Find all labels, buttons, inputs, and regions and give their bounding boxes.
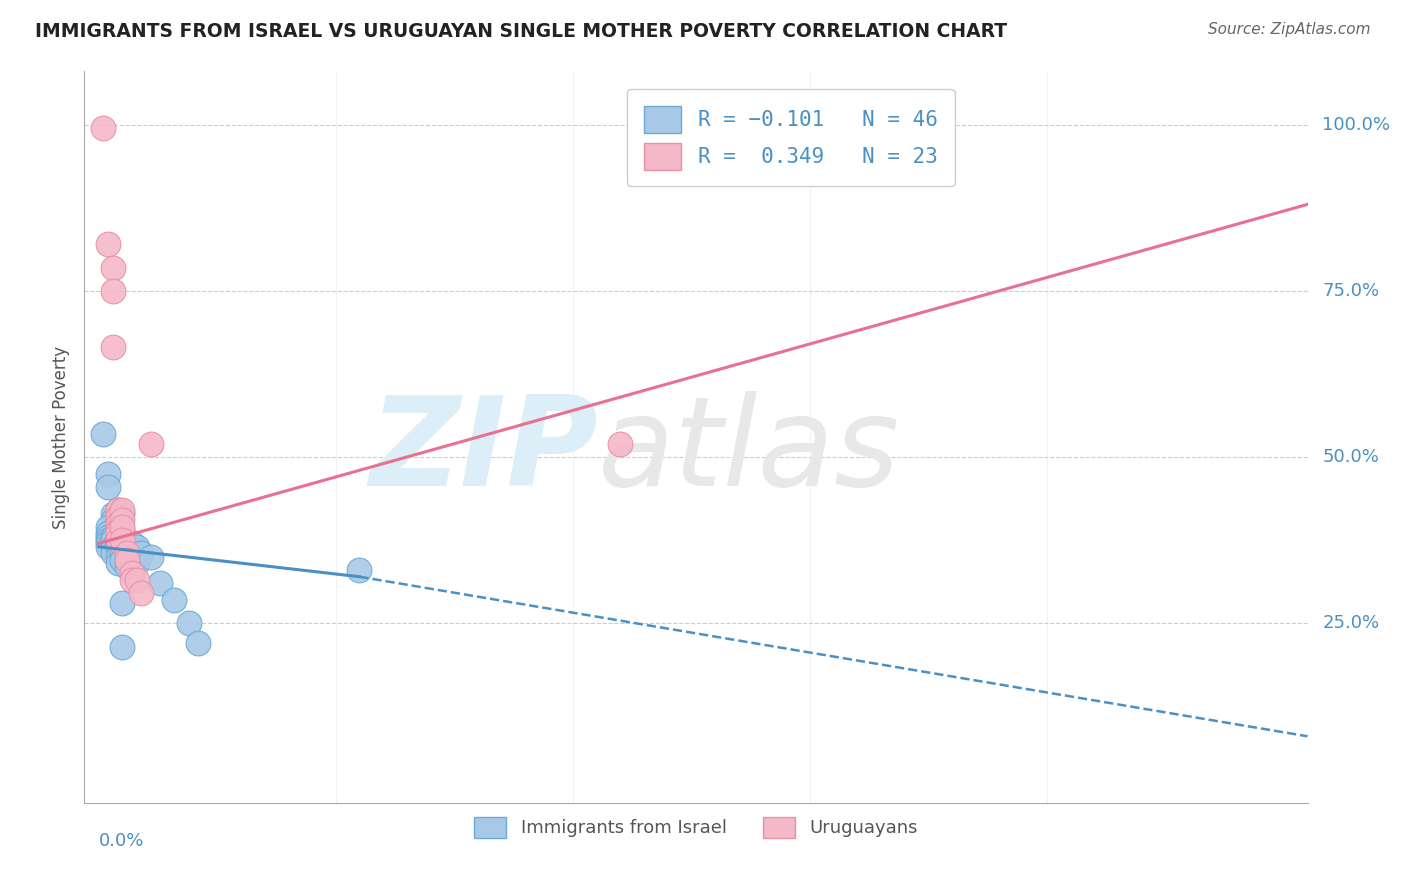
Point — [97, 480, 120, 494]
Point — [97, 536, 120, 550]
Text: ZIP: ZIP — [370, 392, 598, 512]
Point — [107, 509, 129, 524]
Point — [115, 559, 138, 574]
Point — [115, 553, 138, 567]
Point — [111, 520, 134, 534]
Point — [111, 533, 134, 548]
Point — [107, 503, 129, 517]
Point — [107, 540, 129, 554]
Point — [101, 526, 124, 541]
Point — [121, 566, 143, 581]
Point — [101, 530, 124, 544]
Point — [115, 546, 138, 560]
Point — [125, 573, 148, 587]
Point — [101, 284, 124, 298]
Text: atlas: atlas — [598, 392, 900, 512]
Point — [125, 557, 148, 571]
Point — [91, 120, 114, 135]
Point — [107, 523, 129, 537]
Point — [101, 533, 124, 548]
Point — [107, 503, 129, 517]
Point — [101, 540, 124, 554]
Point — [121, 546, 143, 560]
Text: 100.0%: 100.0% — [1322, 116, 1391, 134]
Point — [107, 533, 129, 548]
Point — [121, 557, 143, 571]
Point — [101, 513, 124, 527]
Point — [97, 540, 120, 554]
Point — [115, 536, 138, 550]
Point — [129, 586, 152, 600]
Text: 75.0%: 75.0% — [1322, 282, 1379, 300]
Point — [187, 636, 209, 650]
Point — [101, 340, 124, 354]
Point — [115, 557, 138, 571]
Point — [115, 549, 138, 564]
Point — [107, 557, 129, 571]
Point — [111, 553, 134, 567]
Point — [163, 593, 186, 607]
Text: 50.0%: 50.0% — [1322, 448, 1379, 466]
Point — [121, 536, 143, 550]
Text: 0.0%: 0.0% — [98, 832, 143, 850]
Point — [111, 523, 134, 537]
Point — [107, 549, 129, 564]
Point — [129, 546, 152, 560]
Point — [107, 526, 129, 541]
Point — [111, 546, 134, 560]
Point — [149, 576, 172, 591]
Point — [97, 533, 120, 548]
Text: IMMIGRANTS FROM ISRAEL VS URUGUAYAN SINGLE MOTHER POVERTY CORRELATION CHART: IMMIGRANTS FROM ISRAEL VS URUGUAYAN SING… — [35, 22, 1007, 41]
Point — [111, 533, 134, 548]
Point — [107, 516, 129, 531]
Point — [97, 237, 120, 252]
Legend: Immigrants from Israel, Uruguayans: Immigrants from Israel, Uruguayans — [467, 810, 925, 845]
Point — [125, 540, 148, 554]
Point — [177, 616, 200, 631]
Point — [111, 596, 134, 610]
Point — [139, 549, 162, 564]
Point — [107, 530, 129, 544]
Point — [97, 467, 120, 481]
Point — [111, 640, 134, 654]
Point — [97, 520, 120, 534]
Point — [111, 507, 134, 521]
Point — [111, 513, 134, 527]
Point — [609, 436, 631, 450]
Point — [101, 507, 124, 521]
Point — [101, 546, 124, 560]
Point — [111, 503, 134, 517]
Point — [97, 530, 120, 544]
Text: Source: ZipAtlas.com: Source: ZipAtlas.com — [1208, 22, 1371, 37]
Point — [139, 436, 162, 450]
Point — [121, 573, 143, 587]
Point — [101, 523, 124, 537]
Point — [97, 526, 120, 541]
Point — [101, 260, 124, 275]
Y-axis label: Single Mother Poverty: Single Mother Poverty — [52, 345, 70, 529]
Text: 25.0%: 25.0% — [1322, 615, 1379, 632]
Point — [349, 563, 371, 577]
Point — [107, 509, 129, 524]
Point — [91, 426, 114, 441]
